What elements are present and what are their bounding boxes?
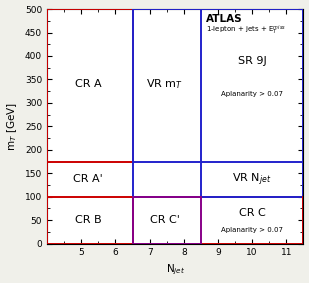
Text: Aplanarity > 0.07: Aplanarity > 0.07 <box>221 228 283 233</box>
Text: CR C': CR C' <box>150 215 180 225</box>
Text: 1-lepton + jets + E$_T^{miss}$: 1-lepton + jets + E$_T^{miss}$ <box>206 23 286 37</box>
Text: Aplanarity > 0.07: Aplanarity > 0.07 <box>221 91 283 97</box>
Y-axis label: m$_T$ [GeV]: m$_T$ [GeV] <box>6 102 19 151</box>
Text: CR A': CR A' <box>73 174 103 184</box>
Text: VR m$_T$: VR m$_T$ <box>146 77 184 91</box>
Text: CR B: CR B <box>75 215 101 225</box>
Text: VR N$_{jet}$: VR N$_{jet}$ <box>232 171 272 188</box>
Text: CR C: CR C <box>239 208 265 218</box>
X-axis label: N$_{jet}$: N$_{jet}$ <box>166 263 185 277</box>
Text: SR 9J: SR 9J <box>238 56 267 66</box>
Text: CR A: CR A <box>75 79 101 89</box>
Text: ATLAS: ATLAS <box>206 14 243 24</box>
